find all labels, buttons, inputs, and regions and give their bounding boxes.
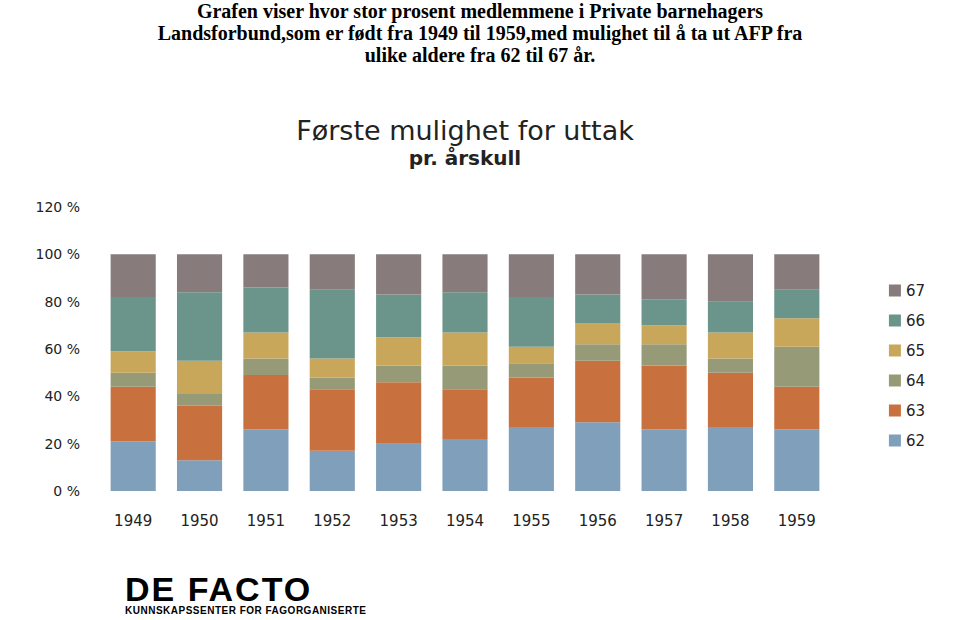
html-text:ulike aldere fra 62 til 67 år.: ulike aldere fra 62 til 67 år. — [364, 44, 596, 66]
svg-text:40 %: 40 % — [44, 388, 80, 404]
svg-text:1953: 1953 — [380, 512, 418, 530]
html-text:Landsforbund,som er født fra 1: Landsforbund,som er født fra 1949 til 19… — [157, 22, 803, 44]
html-text:KUNNSKAPSSENTER FOR FAGORGANIS: KUNNSKAPSSENTER FOR FAGORGANISERTE — [125, 605, 367, 616]
svg-text:67: 67 — [906, 282, 925, 300]
svg-text:pr. årskull: pr. årskull — [409, 146, 521, 170]
svg-text:1950: 1950 — [180, 512, 218, 530]
svg-text:120 %: 120 % — [36, 199, 80, 215]
svg-text:65: 65 — [906, 342, 925, 360]
svg-text:66: 66 — [906, 312, 925, 330]
svg-text:64: 64 — [906, 372, 925, 390]
svg-text:100 %: 100 % — [36, 246, 80, 262]
svg-text:1954: 1954 — [446, 512, 484, 530]
svg-text:20 %: 20 % — [44, 436, 80, 452]
svg-text:1958: 1958 — [711, 512, 749, 530]
svg-text:63: 63 — [906, 402, 925, 420]
svg-text:62: 62 — [906, 432, 925, 450]
html-text:Grafen viser hvor stor prosent: Grafen viser hvor stor prosent medlemmen… — [196, 0, 764, 22]
svg-text:1955: 1955 — [512, 512, 550, 530]
svg-text:1952: 1952 — [313, 512, 351, 530]
svg-text:1957: 1957 — [645, 512, 683, 530]
html-text:DE FACTO: DE FACTO — [125, 570, 313, 608]
svg-text:60 %: 60 % — [44, 341, 80, 357]
svg-text:0 %: 0 % — [53, 483, 80, 499]
svg-text:80 %: 80 % — [44, 294, 80, 310]
svg-text:1951: 1951 — [247, 512, 285, 530]
svg-text:1959: 1959 — [778, 512, 816, 530]
svg-text:1956: 1956 — [579, 512, 617, 530]
svg-text:1949: 1949 — [114, 512, 152, 530]
svg-text:Første mulighet for uttak: Første mulighet for uttak — [296, 115, 634, 146]
